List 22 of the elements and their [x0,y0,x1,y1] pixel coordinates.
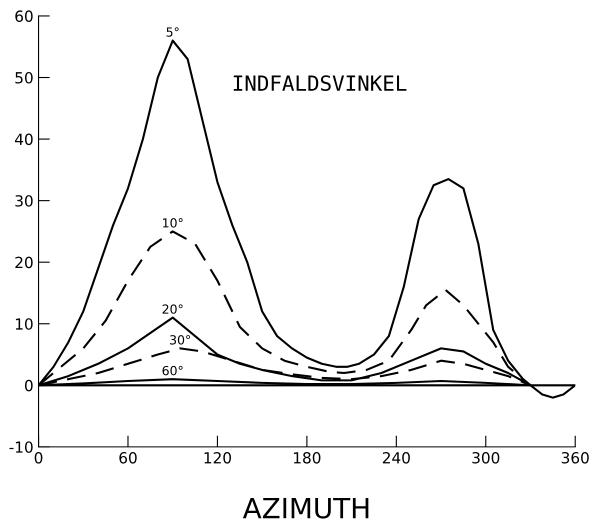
y-tick-label: 40 [14,134,33,146]
y-tick-label: 20 [15,256,33,268]
series-label: 20° [162,304,183,314]
series-label: 60° [162,366,183,376]
x-tick-label: 300 [472,452,500,464]
x-tick-label: 120 [204,452,231,464]
y-tick-label: 50 [15,72,33,84]
x-tick-label: 180 [294,452,320,464]
series-label: 5° [166,27,179,37]
x-tick-label: 360 [562,452,589,464]
y-tick-label: 0 [24,380,33,392]
x-tick-label: 240 [382,452,410,464]
x-tick-label: 60 [119,452,137,464]
annotation: INDFALDSVINKEL [234,75,406,92]
series-label: 30° [170,335,190,345]
y-tick-label: 60 [15,10,33,22]
series-label: 10° [163,218,183,228]
y-tick-label: 30 [15,195,33,207]
x-tick-label: 0 [34,452,42,464]
y-tick-label: 10 [16,318,33,330]
x-axis-title: AZIMUTH [242,498,368,519]
y-tick-label: -10 [9,441,33,453]
